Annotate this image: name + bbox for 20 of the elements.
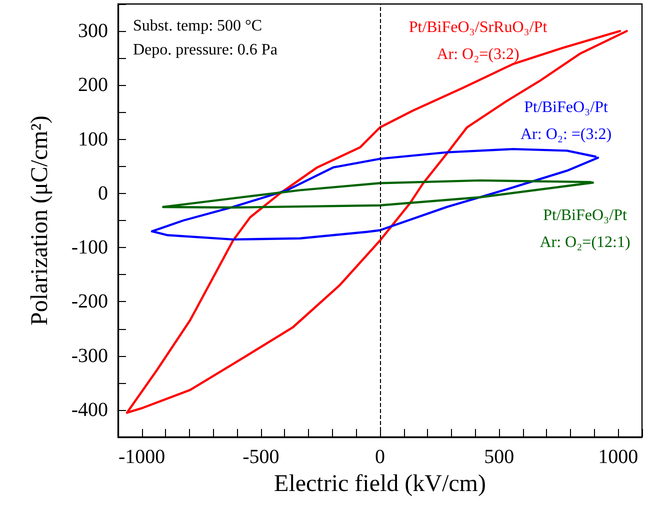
y-tick-label: 100 xyxy=(78,128,108,150)
series-label: Pt/BiFeO₃/SrRuO₃/Pt Ar: O₂=(3:2) xyxy=(408,19,548,63)
annotation: Depo. pressure: 0.6 Pa xyxy=(133,42,278,58)
x-tick-label: -500 xyxy=(242,446,280,468)
y-tick-label: 300 xyxy=(78,20,108,42)
x-tick-label: 1000 xyxy=(598,446,638,468)
annotation: Subst. temp: 500 °C xyxy=(133,18,262,34)
y-tick-label: 200 xyxy=(78,74,108,96)
y-tick-label: -400 xyxy=(71,398,108,421)
x-tick-label: 0 xyxy=(375,446,385,468)
y-axis-title: Polarization (μC/cm²) xyxy=(27,115,53,326)
x-axis-title: Electric field (kV/cm) xyxy=(274,470,486,497)
y-tick-label: -300 xyxy=(71,344,108,367)
y-tick-label: -100 xyxy=(71,236,108,259)
series-label: Pt/BiFeO₃/Pt Ar: O₂: =(3:2) xyxy=(520,99,612,143)
x-tick-label: 500 xyxy=(484,446,514,468)
series-label: Pt/BiFeO₃/Pt Ar: O₂=(12:1) xyxy=(540,207,630,251)
x-tick-label: -1000 xyxy=(118,446,166,468)
y-tick-label: 0 xyxy=(98,182,108,204)
y-tick-label: -200 xyxy=(71,290,108,313)
